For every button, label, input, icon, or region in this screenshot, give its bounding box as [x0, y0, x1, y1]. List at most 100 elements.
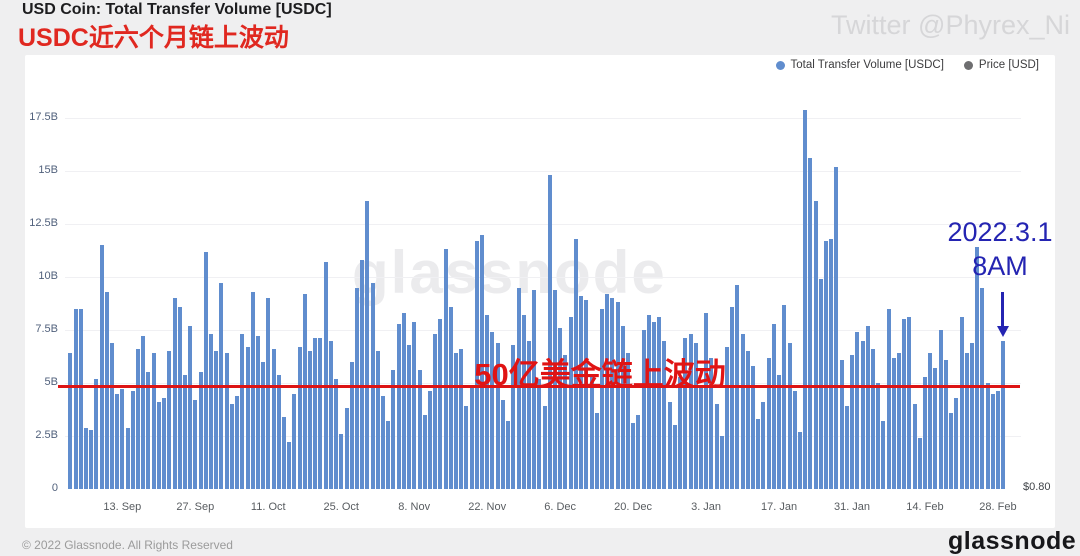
bar[interactable]: [506, 421, 511, 489]
bar[interactable]: [803, 109, 808, 489]
bar[interactable]: [354, 287, 359, 489]
bar[interactable]: [683, 338, 688, 489]
bar[interactable]: [537, 378, 542, 489]
bar[interactable]: [599, 308, 604, 489]
bar[interactable]: [719, 436, 724, 489]
bar[interactable]: [792, 391, 797, 489]
bar[interactable]: [678, 376, 683, 489]
bar[interactable]: [401, 313, 406, 489]
bar[interactable]: [969, 342, 974, 489]
bar[interactable]: [725, 346, 729, 489]
bar[interactable]: [568, 317, 573, 489]
bar[interactable]: [808, 158, 813, 489]
bar[interactable]: [328, 340, 333, 489]
bar[interactable]: [672, 425, 677, 489]
bar[interactable]: [646, 315, 651, 489]
bar[interactable]: [938, 330, 943, 489]
bar[interactable]: [975, 247, 980, 489]
bar[interactable]: [480, 234, 485, 489]
bar[interactable]: [339, 433, 344, 489]
bar[interactable]: [109, 342, 114, 489]
bar[interactable]: [532, 289, 537, 489]
bar[interactable]: [610, 298, 615, 489]
bar[interactable]: [266, 298, 271, 489]
bar[interactable]: [891, 357, 896, 489]
bar[interactable]: [83, 427, 88, 489]
bar[interactable]: [495, 342, 500, 489]
bar[interactable]: [308, 351, 313, 489]
bar[interactable]: [547, 175, 552, 489]
bar[interactable]: [933, 368, 938, 489]
bar[interactable]: [172, 298, 177, 489]
bar[interactable]: [198, 372, 203, 489]
bar[interactable]: [396, 323, 401, 489]
bar[interactable]: [865, 325, 870, 489]
bar[interactable]: [526, 340, 531, 489]
bar[interactable]: [698, 385, 703, 489]
bar[interactable]: [990, 393, 995, 489]
bar[interactable]: [870, 349, 875, 489]
bar[interactable]: [797, 431, 802, 489]
bar[interactable]: [485, 315, 490, 489]
bar[interactable]: [511, 344, 516, 489]
bar[interactable]: [834, 166, 839, 489]
bar[interactable]: [615, 302, 620, 489]
bar[interactable]: [860, 340, 865, 489]
bar[interactable]: [912, 404, 917, 489]
bar[interactable]: [209, 334, 214, 489]
bar[interactable]: [959, 317, 964, 489]
bar[interactable]: [381, 395, 386, 489]
bar[interactable]: [766, 357, 771, 489]
bar[interactable]: [427, 391, 432, 489]
bar[interactable]: [73, 308, 78, 489]
bar[interactable]: [141, 336, 146, 489]
bar[interactable]: [417, 370, 422, 489]
bar[interactable]: [563, 355, 568, 489]
bar[interactable]: [156, 402, 161, 489]
bar[interactable]: [224, 353, 229, 489]
bar[interactable]: [985, 383, 990, 489]
bar[interactable]: [943, 359, 948, 489]
bar[interactable]: [240, 334, 245, 489]
bar[interactable]: [688, 334, 693, 489]
bar[interactable]: [448, 306, 453, 489]
bar[interactable]: [229, 404, 234, 489]
bar[interactable]: [605, 293, 610, 489]
bar[interactable]: [573, 238, 578, 489]
bar[interactable]: [412, 321, 417, 489]
bar[interactable]: [214, 351, 219, 489]
bar[interactable]: [662, 340, 667, 489]
bar[interactable]: [104, 291, 109, 489]
bar[interactable]: [271, 349, 276, 489]
bar[interactable]: [928, 353, 933, 489]
bar[interactable]: [287, 442, 292, 489]
bar[interactable]: [464, 406, 469, 489]
bar[interactable]: [188, 325, 193, 489]
bar[interactable]: [443, 249, 448, 489]
bar[interactable]: [818, 279, 823, 489]
bar[interactable]: [78, 308, 83, 489]
bar[interactable]: [636, 414, 641, 489]
bar[interactable]: [203, 251, 208, 489]
bar[interactable]: [949, 412, 954, 489]
bar[interactable]: [89, 429, 94, 489]
bar[interactable]: [130, 391, 135, 489]
bar[interactable]: [897, 353, 901, 489]
bar[interactable]: [787, 342, 792, 489]
bar[interactable]: [261, 361, 266, 489]
bar[interactable]: [714, 404, 719, 489]
bar[interactable]: [652, 321, 657, 489]
bar[interactable]: [553, 289, 558, 489]
legend-item-transfer-volume[interactable]: Total Transfer Volume [USDC]: [775, 59, 944, 71]
bar[interactable]: [94, 378, 99, 489]
bar[interactable]: [438, 319, 443, 489]
bar[interactable]: [745, 351, 750, 489]
bar[interactable]: [876, 383, 881, 489]
bar[interactable]: [500, 399, 505, 489]
bar[interactable]: [886, 308, 891, 489]
bar[interactable]: [777, 374, 782, 489]
bar[interactable]: [625, 353, 630, 489]
bar[interactable]: [334, 378, 339, 489]
bar[interactable]: [589, 374, 594, 489]
bar[interactable]: [375, 351, 380, 489]
